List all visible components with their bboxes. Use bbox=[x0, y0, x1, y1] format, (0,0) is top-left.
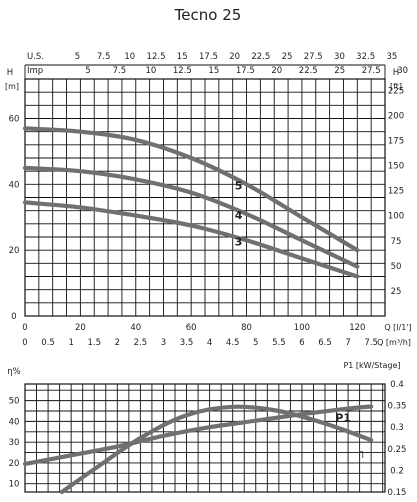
head-tick-label: 20 bbox=[9, 246, 20, 256]
flow-lmin-unit-label: Q [l/1'] bbox=[384, 323, 411, 332]
efficiency-chart-grid bbox=[25, 384, 385, 492]
power-axis-label: P1 [kW/Stage] bbox=[343, 361, 400, 370]
head-tick-label: 40 bbox=[9, 180, 20, 190]
chart-title: Tecno 25 bbox=[174, 6, 242, 24]
us-gpm-tick-label: 27.5 bbox=[304, 52, 323, 62]
flow-m3h-tick-label: 1.5 bbox=[87, 338, 101, 348]
head-ft-tick-label: 75 bbox=[391, 237, 402, 247]
head-tick-label: 60 bbox=[9, 115, 20, 125]
flow-m3h-tick-label: 1 bbox=[68, 338, 73, 348]
power-tick-label: 0.15 bbox=[388, 488, 407, 498]
head-ft-tick-label: 100 bbox=[388, 212, 404, 222]
head-curve-stage-4 bbox=[22, 165, 360, 269]
efficiency-tick-label: 30 bbox=[9, 438, 20, 448]
efficiency-curve-label: η bbox=[358, 449, 363, 459]
head-ft-axis-label: H bbox=[393, 68, 399, 78]
flow-m3h-tick-label: 0 bbox=[22, 338, 27, 348]
imp-gpm-tick-label: 27.5 bbox=[362, 66, 381, 76]
us-gpm-label: U.S. bbox=[27, 52, 44, 62]
flow-m3h-tick-label: 3 bbox=[161, 338, 166, 348]
head-curve-stage-5 bbox=[22, 126, 360, 253]
flow-m3h-unit-label: Q [m³/h] bbox=[377, 338, 411, 347]
head-axis-label: H bbox=[7, 68, 13, 78]
imp-gpm-tick-label: 15 bbox=[208, 66, 219, 76]
efficiency-power-chart: 0 0.5 1 1.5 2 2.5 3 3.5 4 4.5 5 5.5 6 6.5 7 7.5 Q [m³/h]… bbox=[7, 338, 411, 498]
us-gpm-tick-label: 25 bbox=[282, 52, 293, 62]
imp-gpm-tick-label: 30 bbox=[397, 66, 408, 76]
flow-m3h-tick-label: 5.5 bbox=[272, 338, 286, 348]
head-curve-stage-3 bbox=[22, 200, 360, 279]
flow-m3h-tick-label: 5 bbox=[253, 338, 258, 348]
head-ft-tick-label: 25 bbox=[391, 287, 402, 297]
head-ft-tick-label: 200 bbox=[388, 111, 404, 121]
flow-lmin-tick-label: 80 bbox=[241, 323, 252, 333]
efficiency-tick-label: 50 bbox=[9, 397, 20, 407]
power-tick-label: 0.35 bbox=[388, 402, 407, 412]
us-gpm-tick-label: 7.5 bbox=[97, 52, 111, 62]
us-gpm-tick-label: 20 bbox=[229, 52, 240, 62]
stage-label-3: 3 bbox=[235, 235, 243, 248]
imp-gpm-tick-label: 17.5 bbox=[236, 66, 255, 76]
flow-lmin-tick-label: 0 bbox=[22, 323, 27, 333]
flow-lmin-tick-label: 20 bbox=[75, 323, 86, 333]
efficiency-curve bbox=[59, 404, 374, 495]
power-tick-label: 0.4 bbox=[390, 380, 404, 390]
power-curve bbox=[22, 404, 374, 466]
us-gpm-tick-label: 15 bbox=[177, 52, 188, 62]
head-ft-tick-label: 50 bbox=[391, 262, 402, 272]
stage-label-4: 4 bbox=[235, 209, 243, 222]
flow-m3h-tick-label: 4.5 bbox=[226, 338, 240, 348]
imp-gpm-tick-label: 20 bbox=[271, 66, 282, 76]
flow-m3h-tick-label: 2 bbox=[115, 338, 120, 348]
us-gpm-tick-label: 10 bbox=[124, 52, 135, 62]
efficiency-chart-frame bbox=[24, 383, 386, 493]
head-ft-unit-label: [ft] bbox=[390, 82, 402, 91]
flow-lmin-tick-label: 100 bbox=[294, 323, 310, 333]
imp-gpm-tick-label: 5 bbox=[85, 66, 90, 76]
efficiency-tick-label: 40 bbox=[9, 417, 20, 427]
flow-m3h-tick-label: 7 bbox=[345, 338, 350, 348]
flow-lmin-tick-label: 60 bbox=[186, 323, 197, 333]
us-gpm-tick-label: 35 bbox=[386, 52, 397, 62]
flow-lmin-tick-label: 120 bbox=[349, 323, 365, 333]
flow-m3h-tick-label: 0.5 bbox=[41, 338, 55, 348]
us-gpm-tick-label: 12.5 bbox=[147, 52, 166, 62]
power-curve-label: P1 bbox=[335, 411, 351, 424]
power-tick-label: 0.25 bbox=[388, 445, 407, 455]
flow-lmin-tick-label: 40 bbox=[130, 323, 141, 333]
imp-gpm-tick-label: 25 bbox=[334, 66, 345, 76]
imp-gpm-tick-label: 10 bbox=[145, 66, 156, 76]
head-flow-chart: U.S. 5 7.5 10 12.5 15 17.5 20 22.5 25 27.5 30 32.5 35… bbox=[5, 52, 412, 333]
us-gpm-tick-label: 5 bbox=[75, 52, 80, 62]
us-gpm-tick-label: 30 bbox=[334, 52, 345, 62]
flow-m3h-tick-label: 3.5 bbox=[180, 338, 194, 348]
imp-gpm-tick-label: 22.5 bbox=[299, 66, 318, 76]
imp-gpm-tick-label: 7.5 bbox=[113, 66, 127, 76]
stage-label-5: 5 bbox=[235, 179, 243, 192]
us-gpm-tick-label: 17.5 bbox=[199, 52, 218, 62]
head-chart-frame bbox=[24, 78, 386, 317]
head-ft-tick-label: 125 bbox=[388, 187, 404, 197]
imp-gpm-label: Imp bbox=[27, 66, 43, 76]
power-tick-label: 0.2 bbox=[390, 466, 404, 476]
flow-m3h-tick-label: 6 bbox=[299, 338, 304, 348]
flow-m3h-tick-label: 2.5 bbox=[134, 338, 148, 348]
efficiency-axis-label: η% bbox=[7, 367, 20, 377]
us-gpm-tick-label: 22.5 bbox=[251, 52, 270, 62]
us-gpm-tick-label: 32.5 bbox=[356, 52, 375, 62]
flow-m3h-tick-label: 7.5 bbox=[364, 338, 378, 348]
head-ft-tick-label: 150 bbox=[388, 162, 404, 172]
flow-m3h-tick-label: 6.5 bbox=[318, 338, 332, 348]
head-ft-tick-label: 175 bbox=[388, 136, 404, 146]
head-tick-label: 0 bbox=[11, 312, 16, 322]
efficiency-tick-label: 20 bbox=[9, 459, 20, 469]
head-ft-tick-label: 225 bbox=[388, 86, 404, 96]
efficiency-tick-label: 10 bbox=[9, 480, 20, 490]
power-tick-label: 0.3 bbox=[390, 423, 404, 433]
imp-gpm-tick-label: 12.5 bbox=[173, 66, 192, 76]
flow-m3h-tick-label: 4 bbox=[207, 338, 212, 348]
head-unit-label: [m] bbox=[5, 82, 19, 91]
